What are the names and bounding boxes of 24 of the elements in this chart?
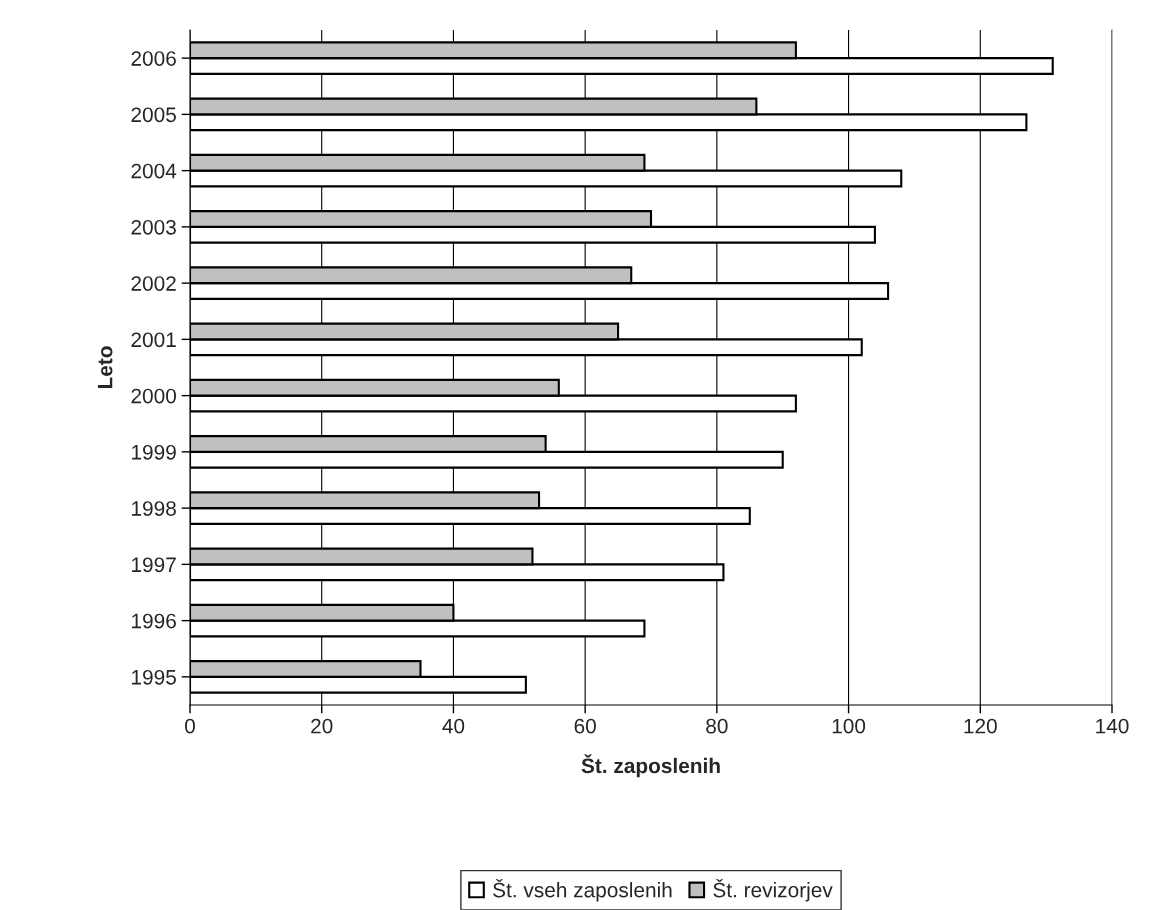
y-tick-label: 2004 bbox=[131, 163, 177, 179]
x-axis-title: Št. zaposlenih bbox=[581, 754, 720, 778]
y-tick-label: 2006 bbox=[131, 51, 176, 66]
legend-label: Št. revizorjev bbox=[713, 879, 833, 902]
y-tick-label: 2003 bbox=[131, 219, 176, 235]
x-tick-label: 40 bbox=[442, 718, 465, 734]
y-tick-label: 1995 bbox=[132, 669, 176, 685]
y-tick-label: 2005 bbox=[131, 107, 176, 123]
y-axis-title: Leto bbox=[97, 346, 113, 389]
y-tick-label: 1996 bbox=[132, 613, 176, 629]
x-tick-label: 80 bbox=[706, 718, 728, 734]
y-tick-label: 1999 bbox=[132, 444, 176, 460]
legend-label: Št. vseh zaposlenih bbox=[493, 879, 672, 902]
x-tick-label: 0 bbox=[185, 718, 195, 734]
x-tick-label: 20 bbox=[311, 718, 333, 734]
x-tick-label: 60 bbox=[574, 718, 596, 734]
y-tick-label: 2002 bbox=[131, 276, 176, 291]
y-tick-label: 2001 bbox=[131, 332, 176, 348]
y-tick-label: 2000 bbox=[131, 388, 176, 404]
y-tick-label: 1998 bbox=[132, 501, 176, 516]
x-tick-label: 120 bbox=[964, 718, 997, 734]
y-tick-label: 1997 bbox=[132, 557, 176, 573]
x-tick-label: 100 bbox=[832, 718, 866, 734]
x-tick-label: 140 bbox=[1096, 718, 1129, 734]
